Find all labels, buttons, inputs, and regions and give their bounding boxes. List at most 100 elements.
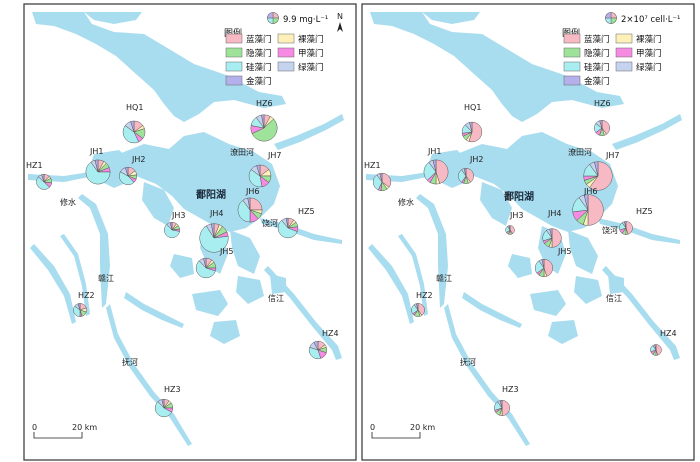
scale-start: 0 bbox=[32, 423, 37, 432]
site-label: HZ5 bbox=[298, 207, 315, 216]
site-pie bbox=[118, 166, 138, 186]
site-pie bbox=[248, 164, 272, 188]
site-pie bbox=[411, 303, 425, 317]
legend-swatch bbox=[225, 33, 243, 44]
site-pie bbox=[277, 217, 299, 239]
pie-slice bbox=[94, 159, 99, 173]
lake-label: 鄱阳湖 bbox=[503, 190, 534, 203]
pie-slice bbox=[285, 217, 289, 229]
legend-swatch bbox=[615, 33, 633, 44]
legend-item-label: 金藻门 bbox=[246, 76, 272, 87]
compass: N bbox=[337, 12, 343, 32]
site-label: HZ4 bbox=[322, 329, 339, 338]
pie-slice bbox=[36, 176, 50, 190]
site-pie bbox=[458, 168, 474, 184]
pie-slice bbox=[77, 303, 81, 311]
site-label: JH2 bbox=[131, 155, 145, 164]
legend-swatch bbox=[277, 61, 295, 72]
pie-slice bbox=[551, 228, 562, 248]
site-label: HZ3 bbox=[502, 385, 519, 394]
site-label: JH1 bbox=[427, 147, 441, 156]
pie-slice bbox=[432, 159, 437, 173]
site-pie bbox=[164, 222, 180, 238]
site-pie bbox=[372, 172, 392, 192]
place-label: 赣江 bbox=[436, 273, 452, 283]
legend-swatch bbox=[225, 47, 243, 58]
site-pie bbox=[195, 257, 217, 279]
legend-item-label: 金藻门 bbox=[584, 76, 610, 87]
pie-slice bbox=[463, 168, 467, 177]
pie-slice bbox=[501, 400, 510, 416]
site-label: HZ2 bbox=[416, 291, 433, 300]
place-labels: 修水 赣江 信江 抚河 潦田河 饶河 bbox=[398, 147, 622, 367]
pie-slice bbox=[469, 121, 473, 133]
site-pie bbox=[650, 344, 662, 356]
site-pie bbox=[73, 303, 87, 317]
site-label: JH4 bbox=[547, 209, 561, 218]
site-label: JH6 bbox=[245, 187, 259, 196]
pie-slice bbox=[601, 120, 610, 135]
pie-slice bbox=[118, 171, 135, 186]
legend-item-label: 蓝藻门 bbox=[246, 34, 272, 45]
pie-slice bbox=[599, 120, 603, 129]
pie-slice bbox=[313, 340, 319, 351]
legend-scale-symbol bbox=[605, 12, 617, 24]
pie-slice bbox=[435, 159, 449, 184]
legend-item-label: 隐藻门 bbox=[246, 48, 272, 59]
legend-item-label: 裸藻门 bbox=[298, 34, 324, 45]
site-pie bbox=[494, 400, 510, 416]
pie-slice bbox=[277, 220, 298, 239]
pie-slice bbox=[589, 161, 613, 191]
site-label: HZ1 bbox=[364, 161, 381, 170]
site-label: JH3 bbox=[171, 211, 185, 220]
site-label: HQ1 bbox=[464, 103, 481, 112]
legend-item-label: 绿藻门 bbox=[298, 62, 324, 73]
place-label: 潦田河 bbox=[568, 147, 592, 157]
pie-slice bbox=[237, 199, 251, 223]
place-label: 修水 bbox=[398, 197, 414, 207]
pie-slice bbox=[251, 118, 278, 142]
place-labels: 修水 赣江 信江 抚河 潦田河 饶河 bbox=[60, 147, 284, 367]
legend-swatch bbox=[563, 33, 581, 44]
legend-swatch bbox=[563, 75, 581, 86]
scale-bar: 0 20 km bbox=[370, 423, 435, 439]
site-pie bbox=[85, 159, 111, 185]
legend-swatch bbox=[277, 33, 295, 44]
pie-slice bbox=[499, 400, 503, 409]
site-pie bbox=[542, 228, 562, 248]
legend-swatch bbox=[615, 61, 633, 72]
pie-slice bbox=[248, 169, 263, 188]
legend-item-label: 蓝藻门 bbox=[584, 34, 610, 45]
site-label: HZ5 bbox=[636, 207, 653, 216]
pie-slice bbox=[587, 194, 604, 226]
site-label: JH6 bbox=[583, 187, 597, 196]
pie-slice bbox=[161, 398, 165, 409]
site-pie bbox=[199, 223, 229, 253]
pie-slice bbox=[85, 161, 111, 185]
site-pie bbox=[122, 120, 146, 144]
pie-slice bbox=[199, 225, 229, 253]
legend-scale-label: 2×10⁷ cell·L⁻¹ bbox=[621, 15, 680, 25]
pie-slice bbox=[583, 194, 589, 211]
legend-swatch bbox=[563, 47, 581, 58]
legend-item-label: 甲藻门 bbox=[298, 48, 324, 59]
pie-slice bbox=[508, 225, 511, 231]
legend-item-label: 裸藻门 bbox=[636, 34, 662, 45]
scale-end: 20 km bbox=[410, 423, 435, 432]
pie-slice bbox=[195, 260, 216, 279]
site-pie bbox=[534, 258, 554, 278]
pie-slice bbox=[541, 258, 545, 269]
site-label: JH2 bbox=[469, 155, 483, 164]
site-pie bbox=[583, 161, 613, 191]
site-pie bbox=[36, 174, 52, 190]
pie-slice bbox=[465, 168, 474, 183]
legend-item-label: 硅藻门 bbox=[246, 62, 272, 73]
site-pie bbox=[572, 194, 604, 226]
place-label: 饶河 bbox=[602, 225, 618, 235]
legend-swatch bbox=[225, 61, 243, 72]
place-label: 信江 bbox=[606, 293, 622, 303]
legend-item-label: 绿藻门 bbox=[636, 62, 662, 73]
